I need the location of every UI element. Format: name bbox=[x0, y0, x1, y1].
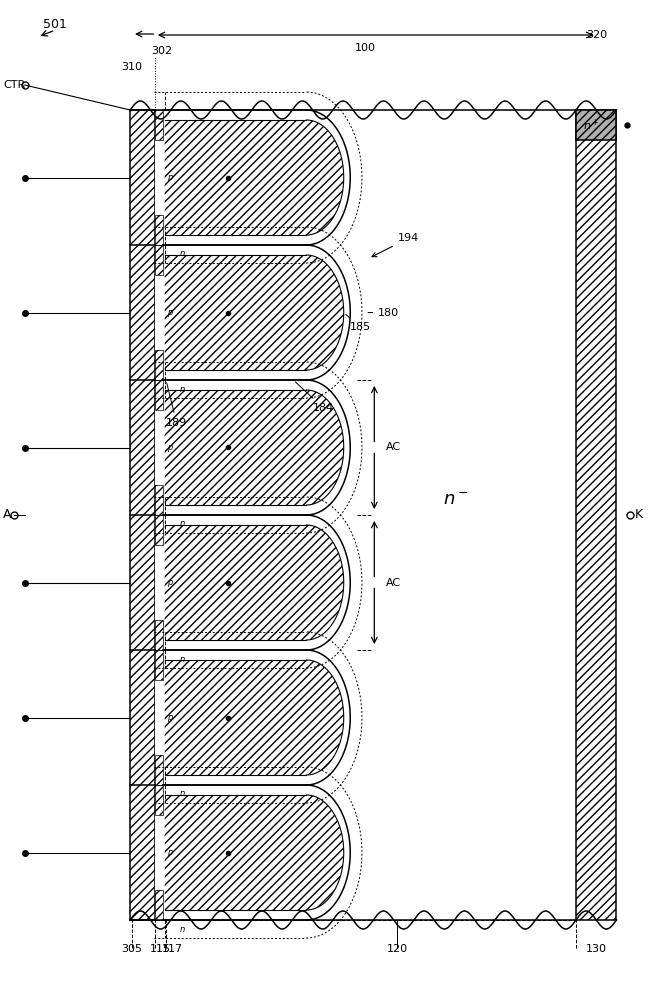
Text: p: p bbox=[167, 578, 173, 587]
Text: p: p bbox=[167, 848, 173, 857]
Polygon shape bbox=[307, 785, 350, 920]
Text: K: K bbox=[635, 508, 643, 522]
Bar bbox=[130, 110, 616, 920]
Bar bbox=[576, 110, 616, 140]
Bar bbox=[155, 785, 163, 815]
Polygon shape bbox=[307, 110, 350, 245]
Text: n: n bbox=[180, 924, 185, 934]
Polygon shape bbox=[307, 245, 350, 380]
Bar bbox=[155, 110, 163, 140]
Bar bbox=[155, 515, 306, 650]
Polygon shape bbox=[307, 650, 350, 785]
Bar bbox=[155, 245, 163, 275]
Text: n: n bbox=[180, 790, 185, 798]
Bar bbox=[155, 650, 306, 785]
Text: p: p bbox=[167, 308, 173, 317]
Bar bbox=[155, 215, 163, 245]
Bar bbox=[576, 110, 616, 920]
Text: A: A bbox=[3, 508, 12, 522]
Bar bbox=[155, 245, 306, 380]
Bar bbox=[155, 380, 306, 515]
Text: p: p bbox=[167, 713, 173, 722]
Bar bbox=[155, 620, 163, 650]
Text: 189: 189 bbox=[166, 383, 187, 428]
Bar bbox=[155, 755, 163, 785]
Bar bbox=[155, 380, 163, 410]
Text: AC: AC bbox=[386, 442, 401, 452]
Text: 120: 120 bbox=[387, 944, 408, 954]
Bar bbox=[155, 215, 163, 245]
Bar bbox=[155, 785, 306, 920]
Text: n: n bbox=[180, 654, 185, 664]
Polygon shape bbox=[307, 380, 350, 515]
Bar bbox=[155, 620, 163, 650]
Text: 184: 184 bbox=[296, 382, 334, 413]
Bar bbox=[155, 515, 163, 545]
Text: 117: 117 bbox=[162, 944, 183, 954]
Bar bbox=[155, 350, 163, 380]
Bar bbox=[155, 785, 163, 815]
Text: 501: 501 bbox=[44, 18, 67, 31]
Text: n$^+$: n$^+$ bbox=[583, 117, 599, 133]
Text: 320: 320 bbox=[586, 30, 607, 40]
Text: 130: 130 bbox=[586, 944, 607, 954]
Bar bbox=[576, 110, 616, 920]
Text: 302: 302 bbox=[151, 46, 172, 56]
Bar bbox=[155, 890, 163, 920]
Bar bbox=[155, 245, 163, 275]
Text: 180: 180 bbox=[368, 308, 399, 318]
Text: p: p bbox=[167, 173, 173, 182]
Bar bbox=[155, 380, 163, 410]
Text: n: n bbox=[180, 249, 185, 258]
Text: n: n bbox=[180, 519, 185, 528]
Text: 185: 185 bbox=[346, 314, 371, 332]
Bar bbox=[155, 650, 163, 680]
Bar bbox=[155, 890, 163, 920]
Text: n: n bbox=[180, 384, 185, 393]
Bar bbox=[155, 485, 163, 515]
Text: 194: 194 bbox=[372, 233, 419, 257]
Bar bbox=[155, 110, 306, 245]
Bar bbox=[155, 650, 163, 680]
Text: 115: 115 bbox=[150, 944, 171, 954]
Text: 310: 310 bbox=[122, 62, 143, 72]
Bar bbox=[130, 110, 155, 920]
Polygon shape bbox=[307, 515, 350, 650]
Text: n$^-$: n$^-$ bbox=[443, 491, 468, 509]
Text: 305: 305 bbox=[122, 944, 143, 954]
Bar bbox=[130, 110, 155, 920]
Text: 100: 100 bbox=[355, 43, 376, 53]
Text: CTR: CTR bbox=[3, 80, 25, 90]
Bar bbox=[155, 755, 163, 785]
Text: p: p bbox=[167, 443, 173, 452]
Bar bbox=[155, 485, 163, 515]
Bar bbox=[155, 515, 163, 545]
Text: AC: AC bbox=[386, 577, 401, 587]
Bar bbox=[155, 350, 163, 380]
Bar bbox=[155, 110, 163, 140]
Bar bbox=[576, 110, 616, 140]
